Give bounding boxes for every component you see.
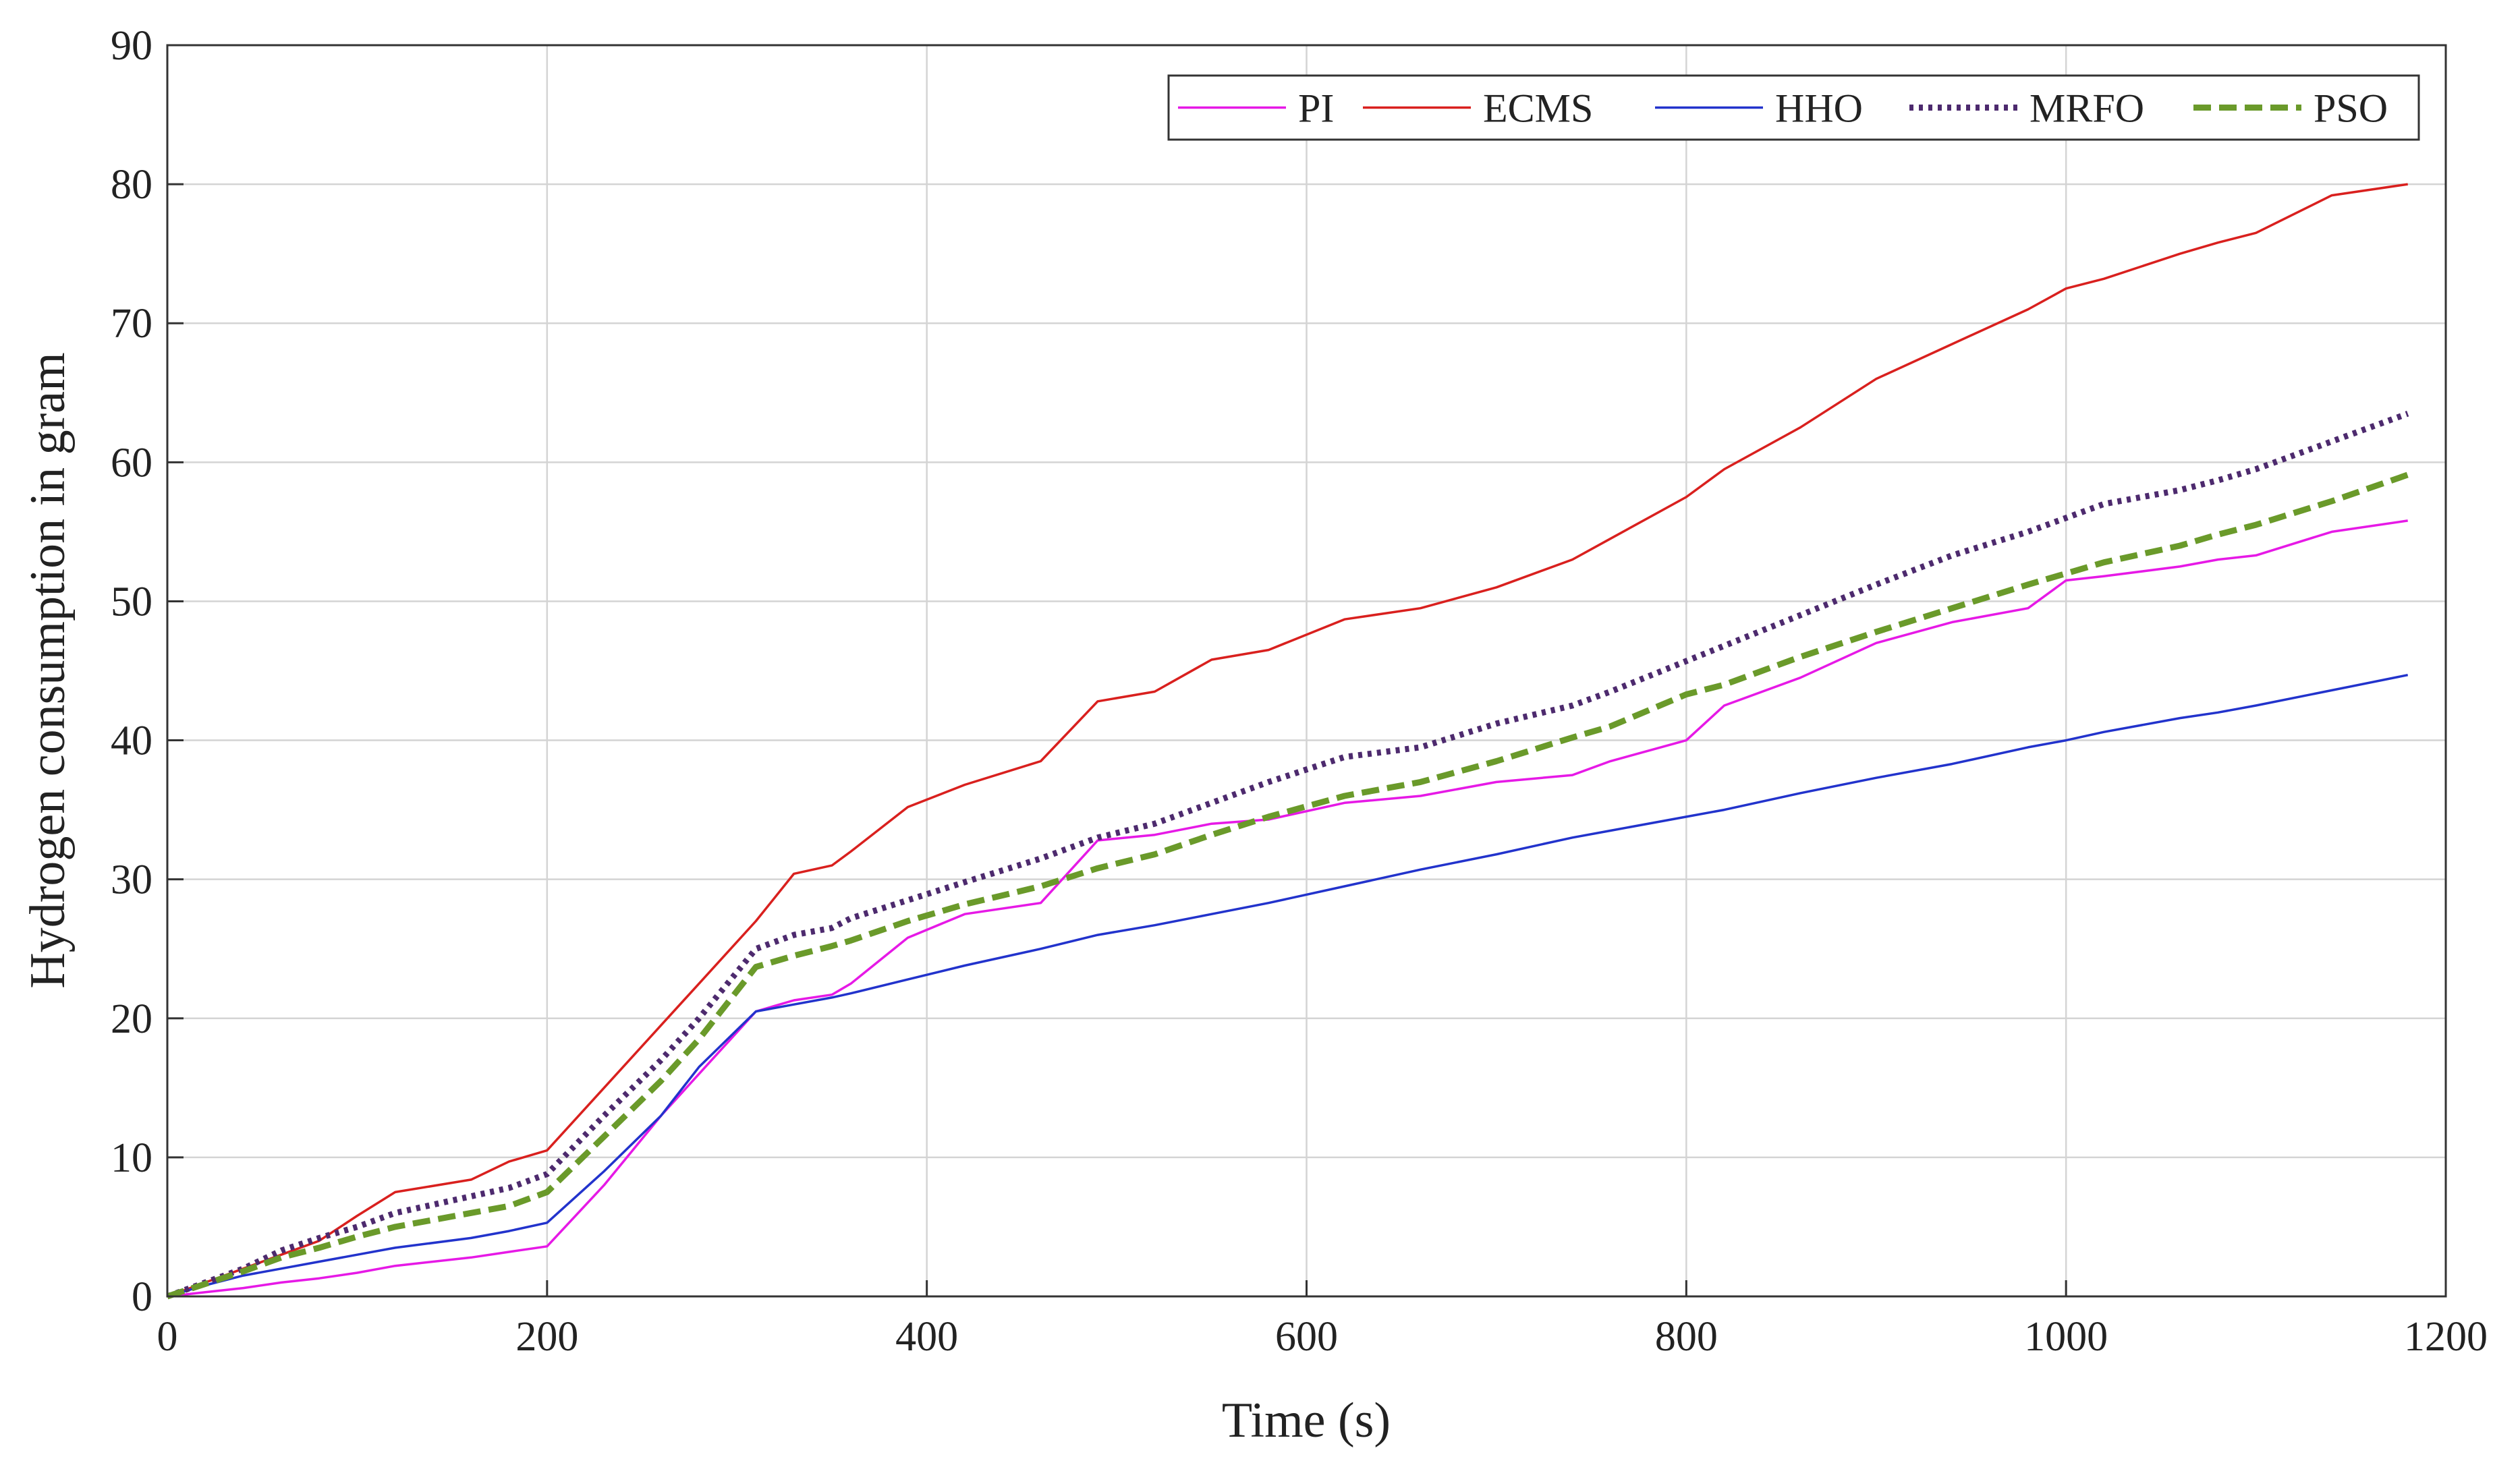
- x-tick-label: 200: [515, 1314, 578, 1360]
- series-line: [166, 471, 2409, 1300]
- x-tick-label: 0: [157, 1314, 178, 1360]
- y-tick-label: 70: [111, 301, 152, 347]
- y-tick-label: 50: [111, 579, 152, 625]
- x-tick-label: 400: [895, 1314, 958, 1360]
- y-tick-label: 80: [111, 162, 152, 208]
- y-tick-label: 10: [111, 1135, 152, 1181]
- series-line: [167, 183, 2408, 1298]
- y-tick-label: 20: [111, 996, 152, 1042]
- series-line: [167, 673, 2409, 1298]
- y-tick-label: 30: [111, 857, 152, 903]
- series-line: [167, 519, 2408, 1298]
- legend-label: HHO: [1775, 86, 1863, 131]
- x-tick-label: 1200: [2404, 1314, 2488, 1360]
- legend-label: PI: [1298, 86, 1334, 131]
- series-line: [166, 410, 2409, 1300]
- y-tick-label: 0: [132, 1274, 152, 1320]
- legend-label: MRFO: [2029, 86, 2144, 131]
- y-tick-label: 40: [111, 718, 152, 764]
- plot-frame: [166, 44, 2447, 1298]
- y-tick-label: 90: [111, 23, 152, 69]
- x-tick-label: 800: [1655, 1314, 1718, 1360]
- legend-label: PSO: [2314, 86, 2388, 131]
- x-tick-label: 1000: [2024, 1314, 2108, 1360]
- y-axis-label: Hydrogen consumption in gram: [20, 352, 76, 988]
- x-tick-label: 600: [1275, 1314, 1338, 1360]
- legend-label: ECMS: [1483, 86, 1593, 131]
- x-axis-label: Time (s): [1222, 1393, 1391, 1448]
- y-tick-label: 60: [111, 440, 152, 486]
